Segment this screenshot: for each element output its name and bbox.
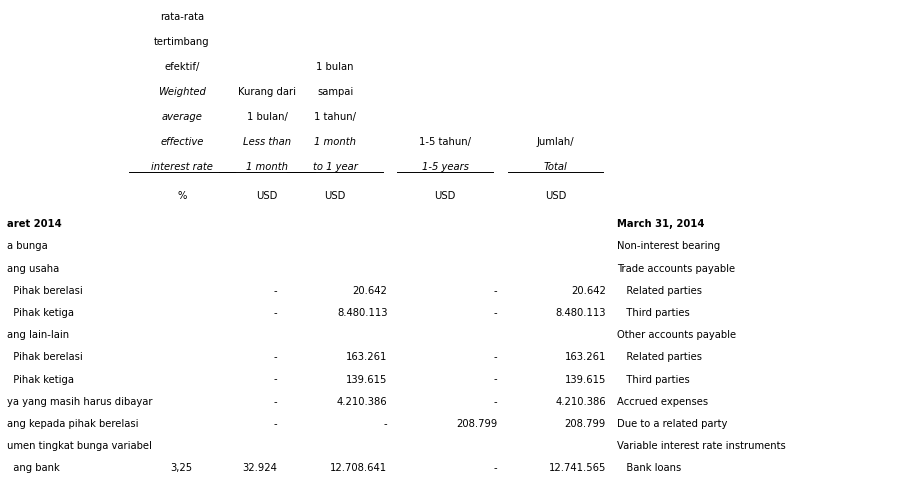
Text: 1 month: 1 month xyxy=(246,162,288,173)
Text: %: % xyxy=(177,191,186,201)
Text: ang usaha: ang usaha xyxy=(7,264,60,274)
Text: -: - xyxy=(274,308,277,318)
Text: -: - xyxy=(274,352,277,362)
Text: Related parties: Related parties xyxy=(617,286,702,296)
Text: USD: USD xyxy=(256,191,278,201)
Text: efektif/: efektif/ xyxy=(164,62,199,72)
Text: -: - xyxy=(274,286,277,296)
Text: 20.642: 20.642 xyxy=(353,286,387,296)
Text: 1 month: 1 month xyxy=(314,137,356,147)
Text: -: - xyxy=(494,352,498,362)
Text: average: average xyxy=(162,112,202,122)
Text: Accrued expenses: Accrued expenses xyxy=(617,397,708,407)
Text: 1-5 tahun/: 1-5 tahun/ xyxy=(420,137,471,147)
Text: Pihak berelasi: Pihak berelasi xyxy=(7,352,84,362)
Text: Trade accounts payable: Trade accounts payable xyxy=(617,264,735,274)
Text: -: - xyxy=(494,463,498,473)
Text: 208.799: 208.799 xyxy=(565,419,606,429)
Text: Other accounts payable: Other accounts payable xyxy=(617,330,736,340)
Text: 3,25: 3,25 xyxy=(171,463,193,473)
Text: 12.741.565: 12.741.565 xyxy=(549,463,606,473)
Text: ang kepada pihak berelasi: ang kepada pihak berelasi xyxy=(7,419,139,429)
Text: Due to a related party: Due to a related party xyxy=(617,419,727,429)
Text: rata-rata: rata-rata xyxy=(160,12,204,22)
Text: -: - xyxy=(274,375,277,385)
Text: -: - xyxy=(274,397,277,407)
Text: Pihak berelasi: Pihak berelasi xyxy=(7,286,84,296)
Text: Total: Total xyxy=(543,162,567,173)
Text: 139.615: 139.615 xyxy=(346,375,387,385)
Text: interest rate: interest rate xyxy=(151,162,213,173)
Text: -: - xyxy=(274,419,277,429)
Text: Less than: Less than xyxy=(243,137,291,147)
Text: 1 bulan: 1 bulan xyxy=(317,62,353,72)
Text: 4.210.386: 4.210.386 xyxy=(555,397,606,407)
Text: Jumlah/: Jumlah/ xyxy=(537,137,574,147)
Text: aret 2014: aret 2014 xyxy=(7,219,62,229)
Text: -: - xyxy=(494,397,498,407)
Text: 4.210.386: 4.210.386 xyxy=(337,397,387,407)
Text: -: - xyxy=(494,286,498,296)
Text: 12.708.641: 12.708.641 xyxy=(330,463,387,473)
Text: umen tingkat bunga variabel: umen tingkat bunga variabel xyxy=(7,441,152,451)
Text: 163.261: 163.261 xyxy=(346,352,387,362)
Text: a bunga: a bunga xyxy=(7,241,48,252)
Text: 8.480.113: 8.480.113 xyxy=(337,308,387,318)
Text: ang lain-lain: ang lain-lain xyxy=(7,330,70,340)
Text: Third parties: Third parties xyxy=(617,308,689,318)
Text: effective: effective xyxy=(160,137,204,147)
Text: USD: USD xyxy=(544,191,566,201)
Text: -: - xyxy=(494,375,498,385)
Text: Bank loans: Bank loans xyxy=(617,463,681,473)
Text: 32.924: 32.924 xyxy=(242,463,277,473)
Text: sampai: sampai xyxy=(317,87,353,97)
Text: Pihak ketiga: Pihak ketiga xyxy=(7,308,74,318)
Text: tertimbang: tertimbang xyxy=(154,37,209,47)
Text: Weighted: Weighted xyxy=(158,87,206,97)
Text: Related parties: Related parties xyxy=(617,352,702,362)
Text: 20.642: 20.642 xyxy=(571,286,606,296)
Text: USD: USD xyxy=(434,191,456,201)
Text: 163.261: 163.261 xyxy=(565,352,606,362)
Text: -: - xyxy=(384,419,387,429)
Text: 208.799: 208.799 xyxy=(456,419,498,429)
Text: USD: USD xyxy=(324,191,346,201)
Text: 139.615: 139.615 xyxy=(565,375,606,385)
Text: Variable interest rate instruments: Variable interest rate instruments xyxy=(617,441,786,451)
Text: Kurang dari: Kurang dari xyxy=(238,87,297,97)
Text: to 1 year: to 1 year xyxy=(313,162,357,173)
Text: March 31, 2014: March 31, 2014 xyxy=(617,219,704,229)
Text: 1 bulan/: 1 bulan/ xyxy=(247,112,287,122)
Text: Non-interest bearing: Non-interest bearing xyxy=(617,241,720,252)
Text: -: - xyxy=(494,308,498,318)
Text: ya yang masih harus dibayar: ya yang masih harus dibayar xyxy=(7,397,152,407)
Text: Pihak ketiga: Pihak ketiga xyxy=(7,375,74,385)
Text: Third parties: Third parties xyxy=(617,375,689,385)
Text: 1-5 years: 1-5 years xyxy=(421,162,469,173)
Text: 8.480.113: 8.480.113 xyxy=(555,308,606,318)
Text: 1 tahun/: 1 tahun/ xyxy=(314,112,356,122)
Text: ang bank: ang bank xyxy=(7,463,60,473)
